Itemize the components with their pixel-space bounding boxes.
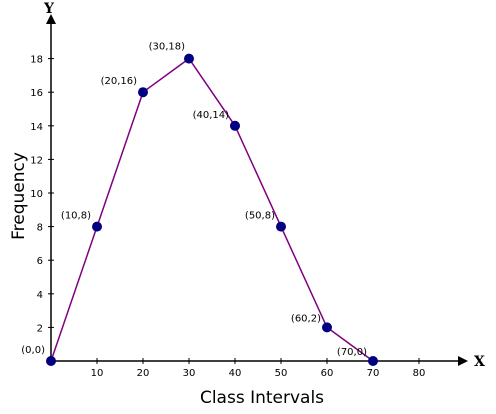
data-point-label: (30,18) (149, 42, 186, 53)
x-tick-label: 10 (91, 368, 104, 379)
data-point-marker (92, 221, 102, 232)
point-labels: (0,0) (10,8) (20,16) (30,18) (40,14) (50,8) (6… (21, 42, 367, 358)
x-tick-label: 20 (137, 368, 150, 379)
x-tick-label: 80 (413, 368, 426, 379)
data-point-label: (70,0) (337, 347, 367, 358)
data-point-marker (322, 322, 332, 333)
series-line (50, 57, 374, 362)
y-tick-label: 14 (30, 122, 43, 133)
data-point-marker (276, 221, 286, 232)
data-point-label: (20,16) (101, 76, 138, 87)
data-point-marker (368, 356, 378, 366)
data-point-label: (40,14) (193, 110, 230, 121)
data-point-marker (138, 87, 148, 98)
x-tick-label: 50 (275, 368, 288, 379)
y-tick-label: 18 (30, 55, 43, 66)
x-axis-title: Class Intervals (200, 388, 324, 408)
data-point-marker (46, 356, 56, 366)
x-tick-label: 60 (321, 368, 334, 379)
data-point-label: (10,8) (61, 211, 91, 222)
y-tick-label: 2 (37, 323, 43, 334)
axes: X Y Class Intervals Frequency (9, 1, 485, 408)
x-tick-label: 30 (183, 368, 196, 379)
y-axis-letter: Y (43, 1, 55, 17)
data-point-marker (230, 120, 240, 131)
x-tick-label: 40 (229, 368, 242, 379)
data-point-marker (184, 53, 194, 64)
y-axis-arrow (46, 14, 56, 24)
x-axis-letter: X (474, 354, 485, 370)
y-tick-label: 4 (37, 290, 43, 301)
y-tick-label: 10 (30, 189, 43, 200)
y-tick-label: 16 (30, 88, 43, 99)
y-tick-label: 6 (37, 256, 43, 267)
x-tick-label: 70 (367, 368, 380, 379)
y-tick-label: 12 (30, 155, 43, 166)
data-point-label: (0,0) (21, 345, 45, 356)
data-point-label: (60,2) (291, 313, 321, 324)
y-axis-title: Frequency (9, 152, 29, 240)
y-tick-label: 8 (37, 223, 43, 234)
x-axis-arrow (458, 356, 468, 366)
series (46, 53, 378, 366)
ticks: 10 20 30 40 50 60 70 80 2 4 6 8 10 12 14 16 18 (30, 55, 425, 379)
data-point-label: (50,8) (245, 211, 275, 222)
